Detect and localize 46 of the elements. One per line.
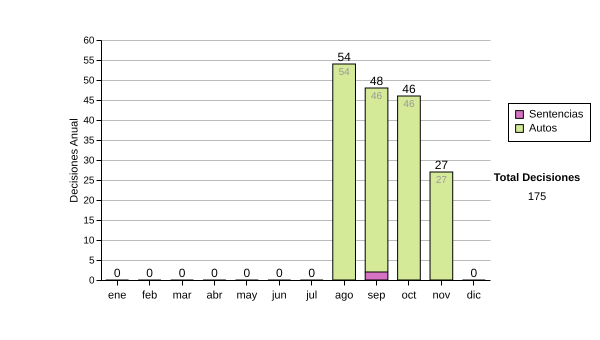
x-tick-label: jul bbox=[305, 290, 318, 302]
x-tick-label: nov bbox=[432, 290, 451, 302]
total-label: 0 bbox=[244, 266, 251, 280]
total-label: 48 bbox=[370, 74, 384, 88]
text: Total Decisiones bbox=[494, 172, 580, 184]
total-label: 0 bbox=[146, 266, 154, 280]
total-label: 54 bbox=[337, 50, 352, 64]
x-tick-label: may bbox=[236, 290, 258, 302]
total-label: 0 bbox=[114, 266, 121, 280]
total-label: 0 bbox=[211, 266, 218, 280]
x-tick-label: sep bbox=[368, 290, 386, 302]
y-tick-label: 55 bbox=[83, 56, 95, 66]
y-tick-label: 60 bbox=[83, 36, 95, 46]
y-axis-title: Decisiones Anual bbox=[68, 118, 80, 203]
x-tick-label: jun bbox=[270, 290, 287, 302]
y-tick-label: 40 bbox=[83, 116, 95, 126]
total-label: 0 bbox=[308, 266, 316, 280]
y-tick-label: 0 bbox=[88, 276, 95, 286]
legend-label: Autos bbox=[529, 122, 558, 134]
x-tick-label: dic bbox=[466, 290, 482, 302]
total-label: 0 bbox=[470, 266, 478, 280]
x-tick-label: abr bbox=[206, 290, 223, 302]
y-tick-label: 15 bbox=[83, 216, 95, 226]
y-tick-label: 45 bbox=[83, 96, 95, 106]
y-tick-label: 30 bbox=[83, 156, 95, 166]
total-label: 0 bbox=[276, 266, 283, 280]
legend-label: Sentencias bbox=[529, 108, 584, 120]
x-tick-label: ago bbox=[334, 290, 354, 302]
y-tick-label: 10 bbox=[83, 236, 95, 246]
total-label: 0 bbox=[178, 266, 186, 280]
x-tick-label: ene bbox=[108, 290, 126, 302]
data-label: 27 bbox=[436, 175, 448, 186]
data-label: 54 bbox=[338, 67, 350, 78]
total-label: 27 bbox=[434, 158, 448, 172]
y-tick-label: 35 bbox=[83, 136, 95, 146]
total-label: 46 bbox=[402, 82, 416, 96]
y-tick-label: 5 bbox=[88, 256, 95, 266]
y-tick-label: 20 bbox=[83, 196, 95, 206]
x-tick-label: feb bbox=[142, 290, 158, 302]
y-tick-label: 25 bbox=[83, 176, 95, 186]
data-label: 46 bbox=[403, 99, 415, 110]
x-tick-label: mar bbox=[172, 290, 192, 302]
text: 175 bbox=[528, 191, 546, 203]
x-tick-label: oct bbox=[402, 290, 416, 302]
data-label: 46 bbox=[370, 91, 383, 102]
y-tick-label: 50 bbox=[83, 76, 95, 86]
